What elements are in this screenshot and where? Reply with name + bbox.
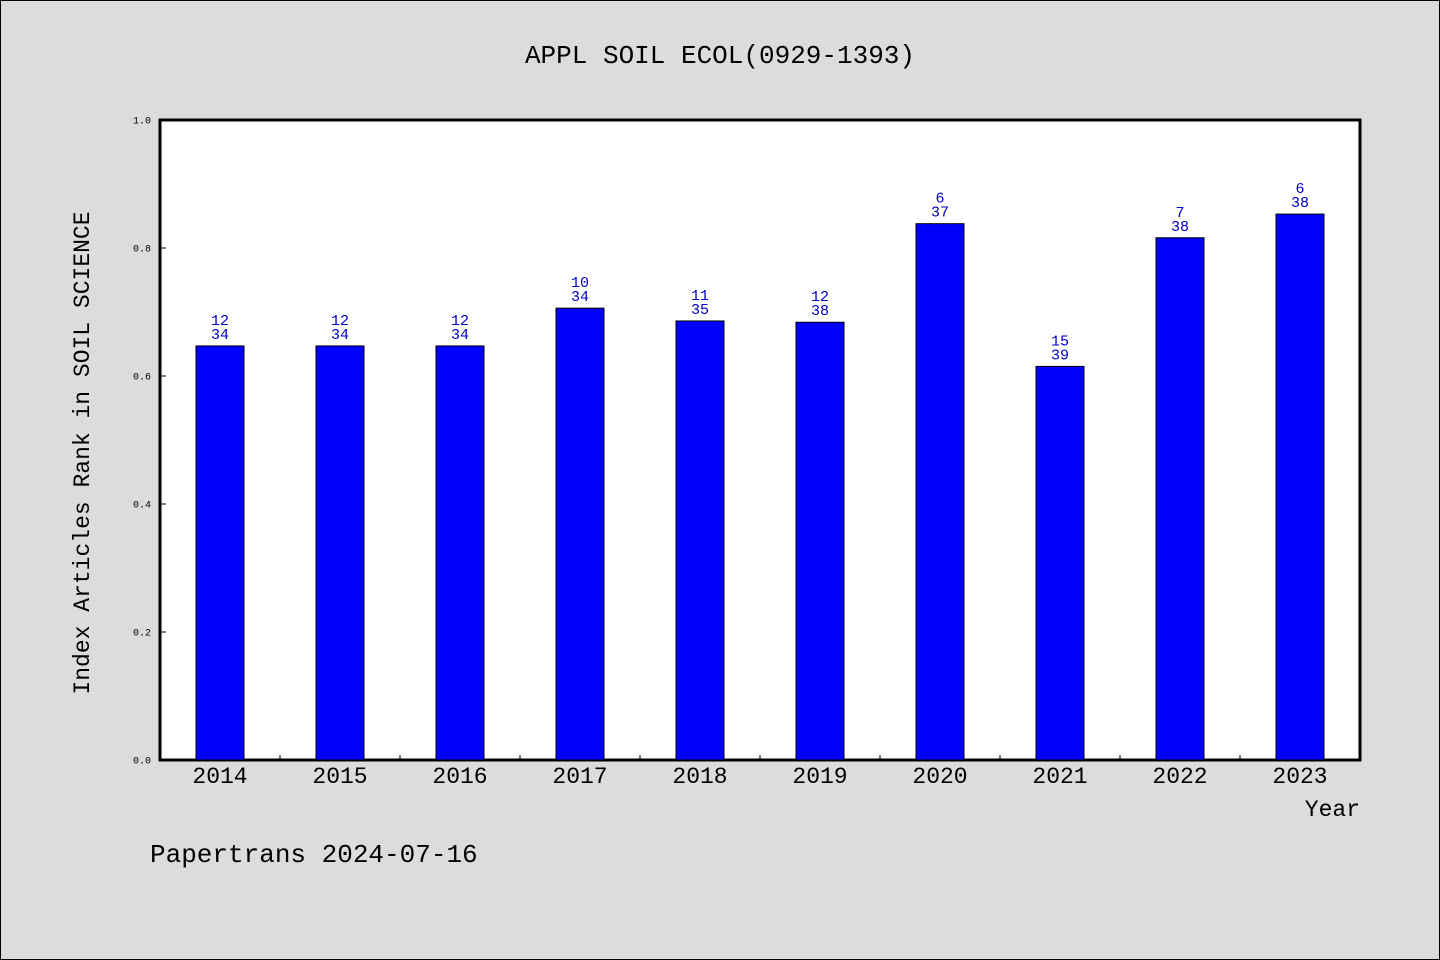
x-axis-label: Year: [1305, 797, 1360, 823]
x-axis-tick-labels: 2014 2015 2016 2017 2018 2019 2020 2021 2022 2023: [192, 764, 1327, 790]
bar-label-rank: 12: [811, 289, 829, 306]
x-tick-label: 2016: [432, 764, 487, 790]
bar: [1275, 213, 1325, 761]
x-axis-ticks: [279, 755, 1241, 760]
y-tick-label: 0.6: [133, 373, 151, 384]
bar-label-rank: 12: [451, 313, 469, 330]
bar-label-rank: 11: [691, 288, 709, 305]
y-tick-label: 1.0: [133, 117, 151, 128]
x-tick-label: 2020: [912, 764, 967, 790]
y-axis-ticks: 0.0 0.2 0.4 0.6 0.8 1.0: [133, 117, 166, 768]
bar: [1035, 365, 1085, 761]
x-tick-label: 2023: [1272, 764, 1327, 790]
bar-label-rank: 6: [935, 191, 944, 208]
bar: [795, 321, 845, 761]
bar-label-total: 34: [451, 327, 469, 344]
y-axis-label: Index Articles Rank in SOIL SCIENCE: [70, 211, 96, 694]
bar: [1155, 237, 1205, 761]
bar-label-rank: 10: [571, 275, 589, 292]
bar-label-rank: 6: [1295, 181, 1304, 198]
bar: [675, 320, 725, 761]
bar-label-total: 37: [931, 205, 949, 222]
y-tick-label: 0.4: [133, 501, 151, 512]
footer-credit: Papertrans 2024-07-16: [150, 840, 478, 870]
x-tick-label: 2014: [192, 764, 247, 790]
bar-label-total: 38: [811, 303, 829, 320]
bar-label-total: 38: [1171, 219, 1189, 236]
y-tick-label: 0.8: [133, 245, 151, 256]
x-tick-label: 2022: [1152, 764, 1207, 790]
bar: [555, 307, 605, 761]
x-tick-label: 2017: [552, 764, 607, 790]
y-tick-label: 0.2: [133, 629, 151, 640]
x-tick-label: 2019: [792, 764, 847, 790]
bar-label-total: 35: [691, 302, 709, 319]
bar-label-total: 34: [211, 327, 229, 344]
bar-series: [195, 213, 1325, 761]
bar-label-rank: 7: [1175, 205, 1184, 222]
chart-title: APPL SOIL ECOL(0929-1393): [525, 41, 915, 71]
y-tick-label: 0.0: [133, 757, 151, 768]
bar-label-total: 34: [331, 327, 349, 344]
bar-label-rank: 12: [331, 313, 349, 330]
bar: [315, 345, 365, 761]
x-tick-label: 2021: [1032, 764, 1087, 790]
x-tick-label: 2015: [312, 764, 367, 790]
bar-label-total: 34: [571, 289, 589, 306]
bar-label-rank: 15: [1051, 333, 1069, 350]
bar: [915, 223, 965, 761]
bar: [195, 345, 245, 761]
bar-label-total: 38: [1291, 195, 1309, 212]
bar: [435, 345, 485, 761]
bar-label-total: 39: [1051, 347, 1069, 364]
x-tick-label: 2018: [672, 764, 727, 790]
bar-label-rank: 12: [211, 313, 229, 330]
